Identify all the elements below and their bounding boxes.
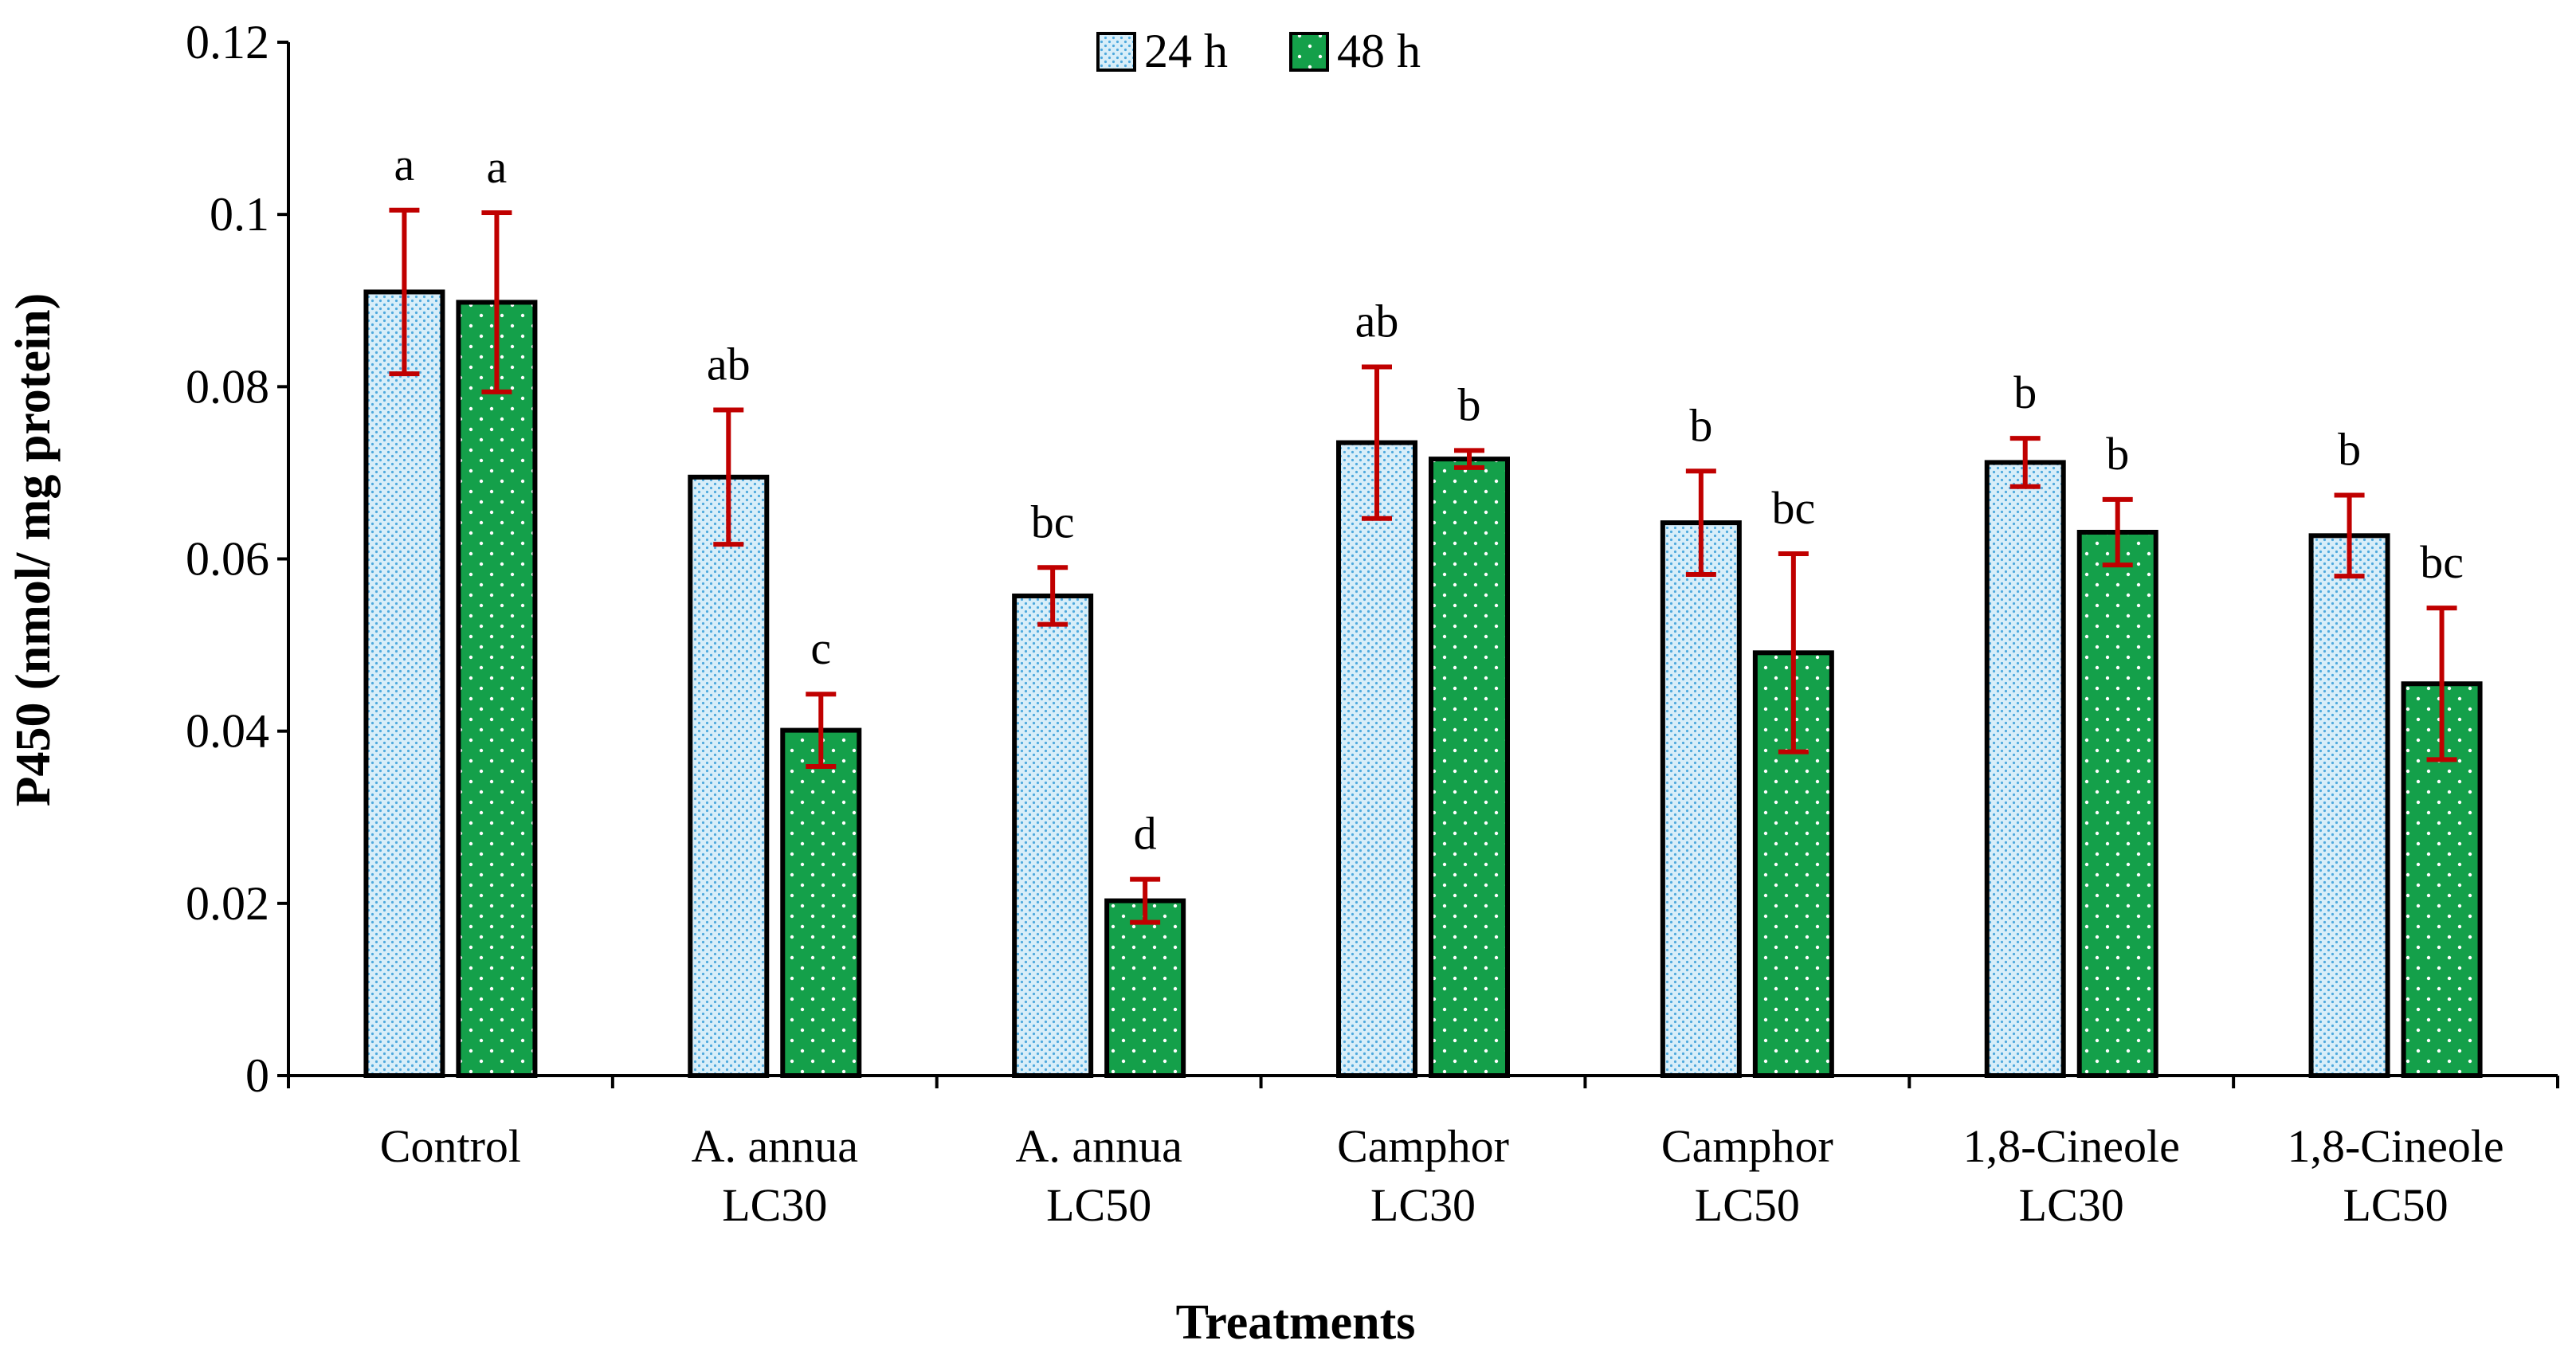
significance-letter: ab <box>707 339 751 390</box>
x-tick-label-line: LC50 <box>1046 1179 1151 1231</box>
bar-24h-5 <box>1984 460 2066 1078</box>
bar-48h-5 <box>2076 529 2158 1078</box>
x-tick-label-line: 1,8-Cineole <box>2287 1120 2503 1172</box>
x-tick-label: Control <box>380 1120 521 1172</box>
x-tick-label: Camphor LC50 <box>1661 1120 1833 1231</box>
bar-24h-3 <box>1336 440 1417 1078</box>
x-tick-label: A. annua LC50 <box>1015 1120 1182 1231</box>
axes: 0 0.02 0.04 0.06 0.08 0.1 0.12 <box>186 16 2559 1102</box>
x-tick-labels: Control A. annua LC30 A. annua LC50 Camphor LC… <box>380 1120 2504 1231</box>
bar-24h-2 <box>1012 593 1094 1078</box>
x-tick-label-line: Camphor <box>1661 1120 1833 1172</box>
bar-24h-1 <box>688 474 770 1078</box>
x-tick-label-line: Camphor <box>1337 1120 1509 1172</box>
x-tick-label-line: LC30 <box>722 1179 827 1231</box>
legend: 24 h 48 h <box>1096 25 1421 77</box>
significance-letter: b <box>1689 399 1712 451</box>
x-tick-label-line: A. annua <box>1015 1120 1182 1172</box>
bar-24h-6 <box>2308 533 2390 1078</box>
y-tick-label: 0.1 <box>210 188 269 241</box>
error-bars <box>389 207 2457 925</box>
x-tick-label-line: Control <box>380 1120 521 1172</box>
x-axis-title: Treatments <box>1176 1295 1416 1350</box>
legend-swatch-24h <box>1096 32 1136 72</box>
bar-48h-3 <box>1429 457 1510 1078</box>
significance-letter: b <box>1458 378 1481 430</box>
y-tick-label: 0 <box>245 1049 269 1102</box>
y-tick-label: 0.06 <box>186 533 269 586</box>
x-tick-label-line: LC50 <box>2343 1179 2449 1231</box>
legend-swatch-48h <box>1289 32 1329 72</box>
significance-letter: bc <box>1031 496 1075 547</box>
y-tick-label: 0.04 <box>186 705 269 758</box>
significance-letter: a <box>487 141 508 193</box>
y-axis-title: P450 (nmol/ mg protein) <box>6 293 61 807</box>
significance-letter: bc <box>2420 536 2464 588</box>
bars <box>363 289 2483 1079</box>
y-tick-label: 0.08 <box>186 360 269 413</box>
x-tick-label-line: LC30 <box>2019 1179 2124 1231</box>
legend-label-48h: 48 h <box>1337 25 1421 77</box>
y-tick-label: 0.12 <box>186 16 269 69</box>
significance-letter: b <box>2013 366 2037 418</box>
bar-24h-0 <box>363 289 445 1079</box>
significance-letter: a <box>394 139 415 190</box>
x-tick-label: Camphor LC30 <box>1337 1120 1509 1231</box>
bar-48h-0 <box>456 300 538 1078</box>
x-tick-label: A. annua LC30 <box>692 1120 858 1231</box>
bar-48h-1 <box>780 727 862 1078</box>
significance-letter: d <box>1134 808 1157 860</box>
significance-letters: a a ab c bc d ab b b bc b b b bc <box>394 139 2464 860</box>
bar-24h-4 <box>1660 520 1742 1078</box>
x-tick-label-line: LC50 <box>1695 1179 1800 1231</box>
significance-letter: bc <box>1771 482 1815 534</box>
x-tick-label-line: A. annua <box>692 1120 858 1172</box>
x-tick-label: 1,8-Cineole LC50 <box>2287 1120 2503 1231</box>
significance-letter: b <box>2106 428 2129 480</box>
y-tick-label: 0.02 <box>186 877 269 930</box>
significance-letter: ab <box>1355 295 1399 347</box>
x-tick-label-line: LC30 <box>1370 1179 1476 1231</box>
legend-label-24h: 24 h <box>1144 25 1228 77</box>
significance-letter: c <box>810 622 831 674</box>
significance-letter: b <box>2338 424 2361 476</box>
x-tick-label: 1,8-Cineole LC30 <box>1963 1120 2180 1231</box>
x-tick-label-line: 1,8-Cineole <box>1963 1120 2180 1172</box>
bar-48h-2 <box>1104 898 1186 1078</box>
